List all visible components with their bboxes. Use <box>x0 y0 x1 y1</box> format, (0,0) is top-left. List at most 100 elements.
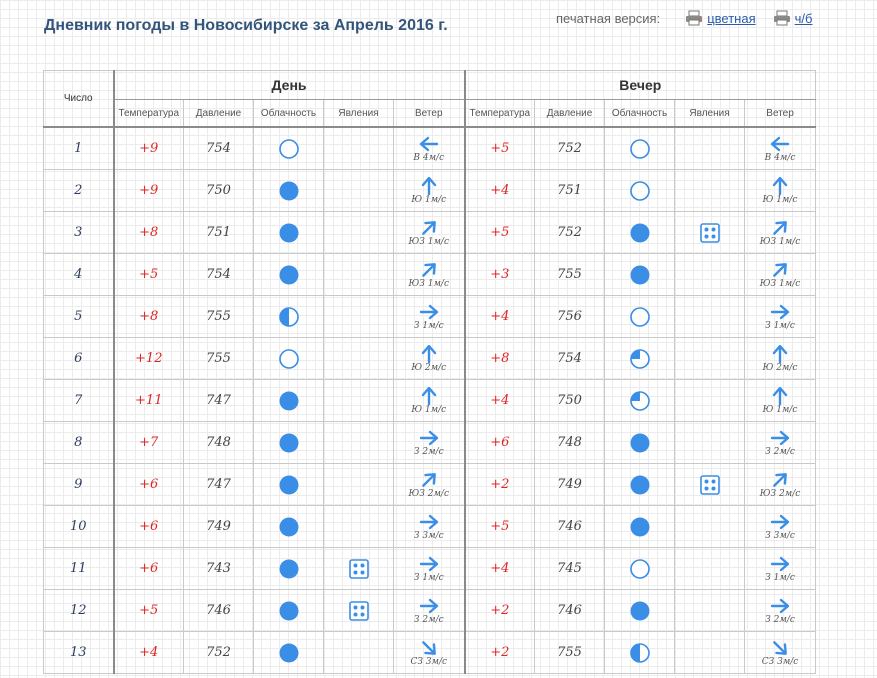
day-wind: СЗ 3м/с <box>392 631 466 674</box>
day-temperature: +11 <box>112 379 184 422</box>
day-phenomena <box>323 379 394 422</box>
page-title: Дневник погоды в Новосибирске за Апрель … <box>44 17 448 34</box>
day-number: 13 <box>43 631 114 674</box>
evening-wind: СЗ 3м/с <box>744 631 817 674</box>
day-wind: З 2м/с <box>392 421 466 464</box>
evening-phenomena <box>674 589 746 632</box>
day-cloudiness <box>253 547 324 590</box>
evening-cloudiness <box>604 169 676 212</box>
evening-temperature: +4 <box>463 379 536 422</box>
evening-pressure: 752 <box>534 126 606 170</box>
wind-text: ЮЗ 2м/с <box>759 488 801 499</box>
wind-arrow-icon <box>773 220 787 235</box>
evening-cloudiness <box>604 295 676 338</box>
wind-arrow-icon <box>419 556 438 571</box>
evening-phenomena <box>674 421 746 464</box>
wind-text: ЮЗ 1м/с <box>759 236 801 247</box>
evening-phenomena <box>674 631 746 674</box>
day-number: 1 <box>43 126 114 170</box>
print-color-link[interactable]: цветная <box>707 10 756 26</box>
wind-text: Ю 1м/с <box>762 194 798 205</box>
wind-text: ЮЗ 1м/с <box>408 236 450 247</box>
evening-wind: Ю 1м/с <box>744 169 817 212</box>
day-phenomena <box>323 463 394 506</box>
day-pressure: 749 <box>183 505 254 548</box>
evening-cloudiness <box>604 211 676 254</box>
day-phenomena <box>323 169 394 212</box>
print-bw-link[interactable]: ч/б <box>794 10 813 26</box>
weather-diary-table: Число День Вечер Температура Давление Об… <box>43 70 817 674</box>
wind-text: ЮЗ 1м/с <box>759 278 801 289</box>
day-pressure: 743 <box>183 547 254 590</box>
day-pressure: 752 <box>183 631 254 674</box>
evening-wind: З 2м/с <box>744 421 817 464</box>
clear-icon <box>278 138 299 159</box>
wind-text: Ю 1м/с <box>411 404 447 415</box>
table-row: 8 +7 748 З 2м/с +6 748 З 2м/с <box>43 421 817 464</box>
evening-pressure: 745 <box>534 547 606 590</box>
day-phenomena <box>323 295 394 338</box>
day-wind: Ю 1м/с <box>392 169 466 212</box>
day-wind: З 2м/с <box>392 589 466 632</box>
wind-arrow-icon <box>421 176 436 195</box>
wind-text: В 4м/с <box>413 152 445 163</box>
evening-wind: ЮЗ 1м/с <box>744 253 817 296</box>
header-day: День <box>112 70 466 100</box>
wind-arrow-icon <box>419 304 438 319</box>
table-row: 12 +5 746 З 2м/с +2 746 З 2м/с <box>43 589 817 632</box>
day-temperature: +6 <box>112 463 184 506</box>
day-pressure: 751 <box>183 211 254 254</box>
table-row: 7 +11 747 Ю 1м/с +4 750 Ю 1м/с <box>43 379 817 422</box>
rain-icon <box>348 558 369 579</box>
wind-text: З 3м/с <box>413 530 444 541</box>
wind-arrow-icon <box>770 430 790 445</box>
evening-pressure: 754 <box>534 337 606 380</box>
overcast-icon <box>279 475 298 494</box>
day-cloudiness <box>253 631 324 674</box>
evening-pressure: 756 <box>534 295 606 338</box>
day-cloudiness <box>253 169 324 212</box>
evening-temperature: +4 <box>463 169 536 212</box>
day-temperature: +9 <box>112 126 184 170</box>
print-version-bar: печатная версия: цветная ч/б <box>556 8 812 28</box>
day-temperature: +6 <box>112 505 184 548</box>
half-cloudy-icon <box>629 642 650 663</box>
day-wind: Ю 2м/с <box>392 337 466 380</box>
evening-temperature: +5 <box>463 211 536 254</box>
evening-pressure: 752 <box>534 211 606 254</box>
evening-phenomena <box>674 211 746 254</box>
wind-arrow-icon <box>770 136 790 151</box>
rain-icon <box>699 474 720 495</box>
day-number: 9 <box>43 463 114 506</box>
day-temperature: +9 <box>112 169 184 212</box>
table-row: 13 +4 752 СЗ 3м/с +2 755 СЗ 3м/с <box>43 631 817 674</box>
evening-phenomena <box>674 126 746 170</box>
day-pressure: 755 <box>183 337 254 380</box>
evening-wind: З 1м/с <box>744 547 817 590</box>
evening-phenomena <box>674 337 746 380</box>
wind-text: З 1м/с <box>765 572 795 583</box>
evening-phenomena <box>674 253 746 296</box>
print-version-label: печатная версия: <box>556 10 661 26</box>
day-wind: З 1м/с <box>392 547 466 590</box>
printer-color-icon[interactable] <box>685 10 703 26</box>
day-phenomena <box>323 631 394 674</box>
wind-text: З 2м/с <box>413 446 444 457</box>
table-row: 1 +9 754 В 4м/с +5 752 В 4м/с <box>43 126 817 170</box>
wind-arrow-icon <box>770 598 790 613</box>
wind-arrow-icon <box>419 136 438 151</box>
wind-text: Ю 2м/с <box>411 362 447 373</box>
day-cloudiness <box>253 337 324 380</box>
wind-arrow-icon <box>421 344 436 363</box>
day-wind: ЮЗ 2м/с <box>392 463 466 506</box>
day-wind: ЮЗ 1м/с <box>392 211 466 254</box>
day-number: 11 <box>43 547 114 590</box>
printer-bw-icon[interactable] <box>773 10 791 26</box>
day-temperature: +8 <box>112 295 184 338</box>
wind-arrow-icon <box>773 472 787 487</box>
table-row: 5 +8 755 З 1м/с +4 756 З 1м/с <box>43 295 817 338</box>
evening-wind: З 2м/с <box>744 589 817 632</box>
day-wind: З 3м/с <box>392 505 466 548</box>
header-day-temperature: Температура <box>112 99 184 128</box>
header-evening: Вечер <box>463 70 817 100</box>
